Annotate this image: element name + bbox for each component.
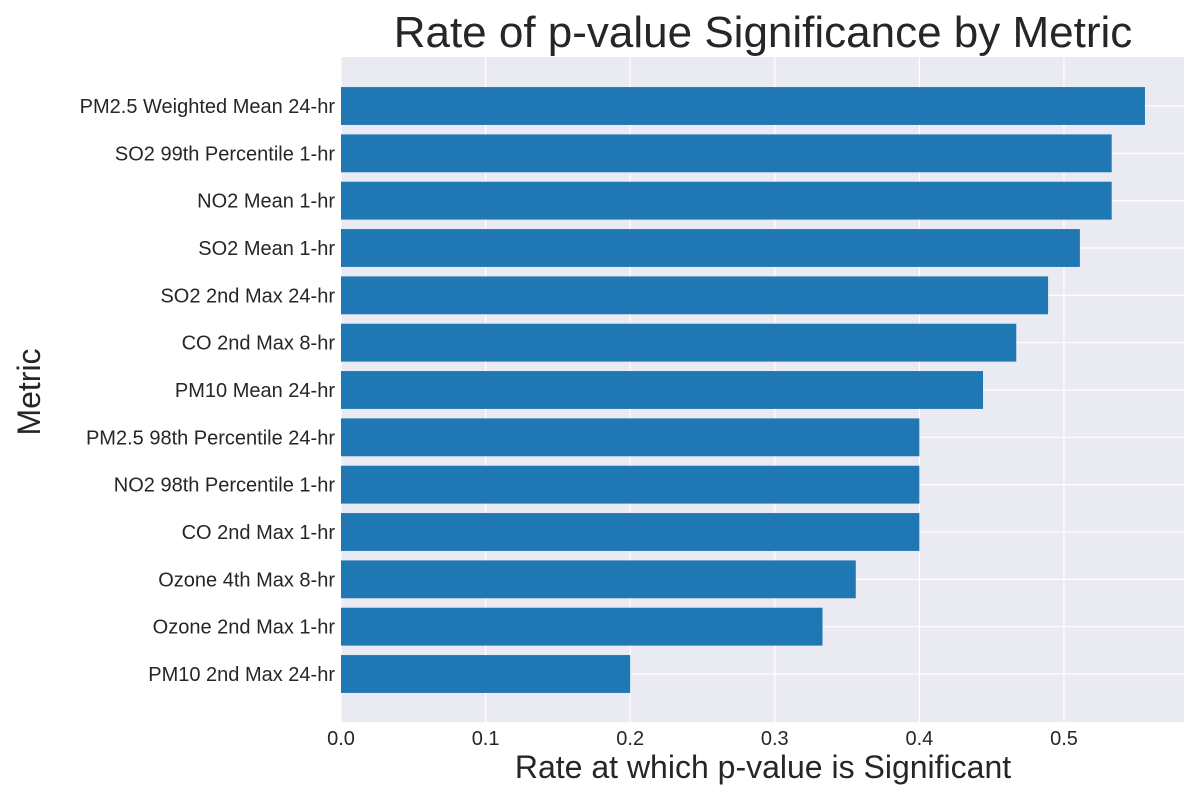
y-tick-label: CO 2nd Max 8-hr xyxy=(182,333,336,355)
y-tick-label: NO2 98th Percentile 1-hr xyxy=(114,475,336,497)
bar xyxy=(341,513,920,551)
y-tick-label: NO2 Mean 1-hr xyxy=(197,191,335,213)
bar xyxy=(341,655,631,693)
y-axis-label: Metric xyxy=(11,348,47,435)
y-tick-label: SO2 Mean 1-hr xyxy=(198,238,335,260)
bar xyxy=(341,371,984,409)
y-tick-label: PM10 2nd Max 24-hr xyxy=(148,664,335,686)
y-tick-labels: PM2.5 Weighted Mean 24-hr SO2 99th Percen… xyxy=(80,96,336,686)
y-tick-label: Ozone 2nd Max 1-hr xyxy=(153,617,336,639)
bar xyxy=(341,418,920,457)
y-tick-label: PM2.5 Weighted Mean 24-hr xyxy=(80,96,336,118)
x-tick-label: 0.2 xyxy=(616,728,644,750)
x-tick-label: 0.5 xyxy=(1050,728,1078,750)
bar xyxy=(341,276,1049,315)
bar xyxy=(341,87,1145,125)
x-tick-labels: 0.0 0.1 0.2 0.3 0.4 0.5 xyxy=(327,728,1078,750)
bar xyxy=(341,134,1112,173)
y-tick-label: Ozone 4th Max 8-hr xyxy=(158,569,335,591)
bar xyxy=(341,229,1080,267)
bar xyxy=(341,465,920,504)
x-tick-label: 0.4 xyxy=(905,728,933,750)
y-tick-label: PM10 Mean 24-hr xyxy=(175,380,335,402)
y-tick-label: CO 2nd Max 1-hr xyxy=(182,522,336,544)
bar xyxy=(341,181,1112,220)
y-tick-label: SO2 99th Percentile 1-hr xyxy=(115,143,335,165)
bars xyxy=(341,87,1145,693)
x-axis-label: Rate at which p-value is Significant xyxy=(515,749,1011,785)
x-tick-label: 0.1 xyxy=(472,728,500,750)
chart-title: Rate of p-value Significance by Metric xyxy=(394,8,1133,57)
y-tick-label: SO2 2nd Max 24-hr xyxy=(160,285,335,307)
x-tick-label: 0.3 xyxy=(761,728,789,750)
bar xyxy=(341,607,823,646)
bar xyxy=(341,560,856,599)
y-tick-label: PM2.5 98th Percentile 24-hr xyxy=(86,427,335,449)
bar xyxy=(341,323,1017,362)
x-tick-label: 0.0 xyxy=(327,728,355,750)
